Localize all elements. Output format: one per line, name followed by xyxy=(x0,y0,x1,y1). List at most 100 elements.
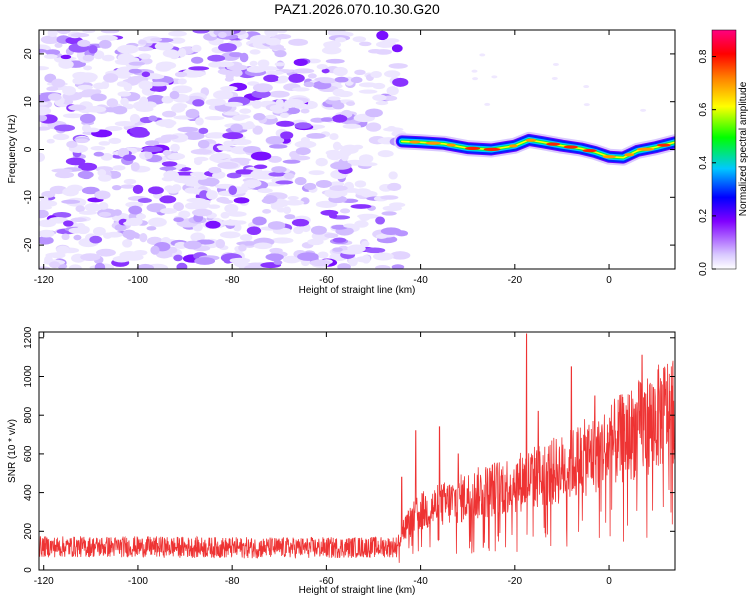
noise-blob xyxy=(128,61,146,66)
noise-blob xyxy=(206,132,227,139)
noise-blob xyxy=(358,82,378,88)
noise-blob xyxy=(381,211,397,216)
noise-blob xyxy=(294,177,307,186)
noise-blob xyxy=(288,38,309,46)
noise-blob xyxy=(154,42,174,51)
signal-peak xyxy=(409,140,421,144)
noise-blob xyxy=(315,157,328,167)
noise-blob xyxy=(98,211,112,217)
noise-blob xyxy=(94,262,106,269)
noise-blob xyxy=(190,232,206,242)
noise-blob xyxy=(122,239,133,248)
noise-blob xyxy=(111,184,122,191)
noise-blob xyxy=(108,137,122,145)
noise-blob xyxy=(380,195,399,200)
noise-blob xyxy=(257,59,270,68)
noise-blob xyxy=(195,117,204,126)
colorbar-tick-label: 0.2 xyxy=(698,209,709,223)
noise-blob xyxy=(101,54,115,62)
signal-peak xyxy=(446,143,456,147)
noise-blob xyxy=(93,151,105,157)
noise-blob xyxy=(388,63,408,69)
noise-blob xyxy=(207,54,226,62)
noise-blob xyxy=(45,49,61,56)
noise-blob xyxy=(88,44,98,54)
noise-blob xyxy=(112,255,131,263)
x-tick-label: 0 xyxy=(606,275,612,286)
x-tick-label: -120 xyxy=(34,576,54,587)
noise-blob xyxy=(229,157,252,163)
noise-blob xyxy=(246,226,262,235)
y-tick-label: 600 xyxy=(23,445,34,462)
noise-blob xyxy=(190,71,207,76)
y-tick-label: 200 xyxy=(23,523,34,540)
noise-blob xyxy=(39,126,51,131)
noise-blob xyxy=(61,199,81,204)
noise-blob xyxy=(213,90,234,100)
noise-blob xyxy=(56,245,70,255)
noise-blob xyxy=(51,78,66,88)
noise-blob xyxy=(319,79,337,84)
y-tick-label: 0 xyxy=(23,146,34,152)
noise-blob xyxy=(232,138,252,146)
noise-blob xyxy=(117,91,132,97)
noise-blob xyxy=(120,184,136,189)
y-tick-label: 400 xyxy=(23,484,34,501)
noise-blob xyxy=(49,252,66,259)
noise-blob xyxy=(135,213,147,220)
noise-blob xyxy=(96,35,118,42)
noise-blob xyxy=(303,81,315,88)
noise-blob xyxy=(328,213,338,219)
noise-blob xyxy=(173,217,184,223)
noise-blob xyxy=(161,161,178,167)
noise-blob xyxy=(391,264,405,269)
noise-blob xyxy=(269,247,283,254)
noise-blob xyxy=(342,123,361,129)
noise-blob xyxy=(145,140,160,146)
noise-blob xyxy=(375,265,391,269)
noise-blob xyxy=(383,70,401,78)
noise-blob xyxy=(182,131,205,140)
noise-blob xyxy=(252,216,267,226)
noise-blob xyxy=(224,101,244,107)
noise-blob xyxy=(361,240,370,248)
noise-blob xyxy=(249,49,261,55)
noise-blob xyxy=(62,187,79,197)
noise-blob xyxy=(348,256,358,267)
noise-blob xyxy=(228,52,243,58)
noise-blob xyxy=(210,153,231,160)
noise-blob xyxy=(387,182,402,191)
noise-blob xyxy=(167,152,186,160)
noise-blob xyxy=(265,37,281,46)
noise-blob xyxy=(122,154,136,161)
noise-blob xyxy=(354,69,366,76)
noise-blob xyxy=(388,171,398,180)
signal-peak xyxy=(582,149,597,153)
noise-blob xyxy=(376,30,389,41)
noise-blob xyxy=(377,150,394,158)
noise-blob xyxy=(184,202,199,210)
noise-blob xyxy=(317,251,329,259)
snr-series-line xyxy=(39,333,675,563)
x-tick-label: -80 xyxy=(225,576,240,587)
noise-blob xyxy=(156,265,168,269)
noise-blob xyxy=(284,214,296,220)
noise-blob xyxy=(192,99,205,107)
noise-blob xyxy=(100,81,110,90)
noise-blob xyxy=(63,220,74,227)
noise-blob xyxy=(392,77,409,87)
noise-blob xyxy=(472,77,479,81)
signal-peak xyxy=(636,147,655,151)
noise-blob xyxy=(127,232,140,237)
signal-peak xyxy=(483,147,501,151)
noise-blob xyxy=(304,182,317,191)
noise-blob xyxy=(390,251,411,260)
noise-blob xyxy=(333,144,344,150)
noise-blob xyxy=(226,172,242,179)
noise-blob xyxy=(223,111,240,116)
signal-peak xyxy=(656,143,671,147)
noise-blob xyxy=(77,39,91,47)
noise-blob xyxy=(309,259,331,267)
noise-blob xyxy=(40,35,60,44)
